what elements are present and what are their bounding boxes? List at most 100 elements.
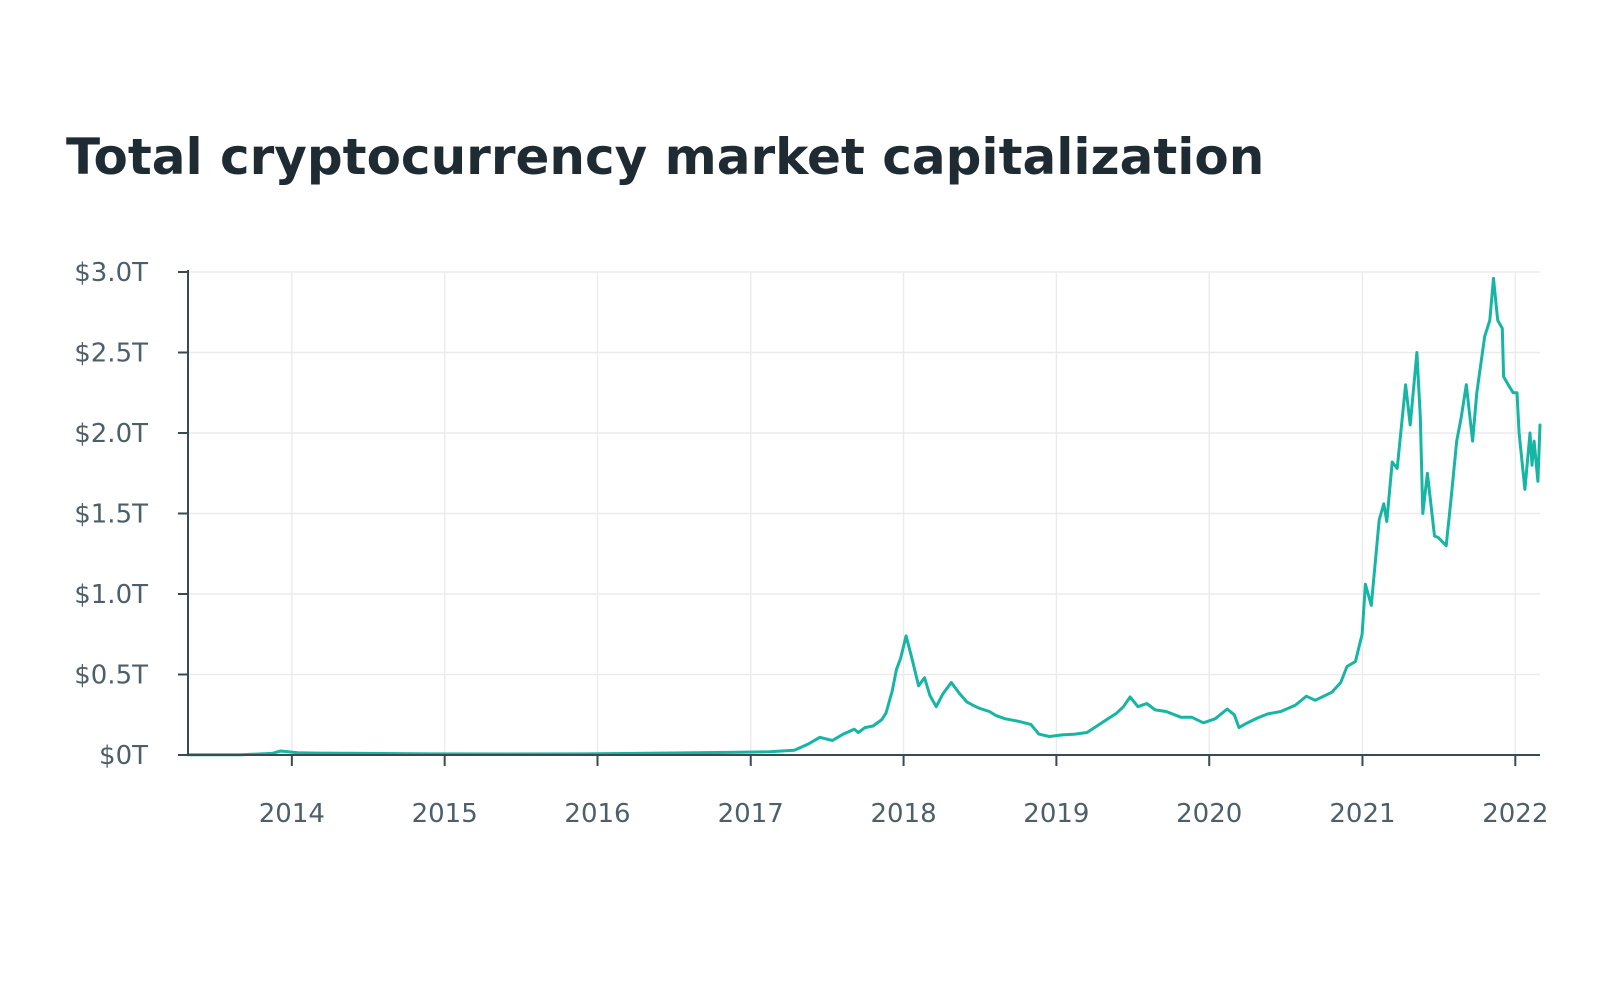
- data-point: [899, 657, 902, 660]
- data-point: [1364, 583, 1367, 586]
- data-point: [1129, 696, 1131, 698]
- data-point: [315, 752, 318, 754]
- data-point: [1492, 277, 1495, 280]
- data-point: [1226, 708, 1229, 710]
- y-tick-label: $2.5T: [74, 339, 148, 369]
- data-point: [1074, 733, 1077, 735]
- chart-title: Total cryptocurrency market capitalizati…: [66, 128, 1265, 186]
- data-point: [1305, 695, 1308, 698]
- x-tick-label: 2018: [870, 799, 936, 829]
- data-point: [917, 684, 920, 687]
- data-point: [1267, 713, 1269, 715]
- data-point: [1256, 717, 1259, 719]
- data-point: [880, 718, 883, 721]
- data-point: [935, 705, 938, 708]
- data-point: [872, 725, 874, 727]
- data-point: [1378, 519, 1381, 521]
- data-point: [1471, 440, 1474, 442]
- data-point: [857, 731, 860, 734]
- x-tick-label: 2021: [1329, 799, 1395, 829]
- data-point: [1426, 472, 1429, 475]
- y-tick-label: $2.0T: [74, 419, 148, 449]
- data-point: [296, 751, 299, 754]
- data-point: [768, 750, 771, 753]
- data-point: [1450, 496, 1453, 499]
- data-point: [1038, 733, 1040, 735]
- data-point: [978, 707, 981, 710]
- data-point: [1383, 503, 1385, 505]
- x-tick-label: 2020: [1176, 799, 1242, 829]
- data-point: [1094, 726, 1097, 728]
- data-point: [1455, 440, 1458, 442]
- data-point: [1048, 735, 1051, 738]
- data-point: [808, 742, 810, 745]
- data-point: [1179, 716, 1182, 718]
- data-point: [660, 752, 662, 754]
- data-point: [1445, 544, 1448, 547]
- data-point: [1280, 710, 1282, 713]
- data-point: [1370, 604, 1373, 607]
- data-point: [1488, 319, 1491, 322]
- data-point: [995, 714, 997, 717]
- data-point: [1061, 734, 1064, 736]
- data-point: [950, 681, 953, 684]
- y-tick-label: $1.5T: [74, 500, 148, 530]
- data-point: [891, 689, 894, 692]
- data-point: [1331, 691, 1333, 694]
- data-point: [1465, 383, 1468, 386]
- data-point: [1404, 383, 1407, 386]
- data-point: [1154, 709, 1157, 711]
- data-point: [1496, 319, 1499, 322]
- data-point: [1190, 716, 1193, 718]
- data-point: [1502, 375, 1505, 378]
- data-point: [1165, 710, 1167, 713]
- data-point: [1419, 416, 1422, 418]
- x-tick-label: 2019: [1023, 799, 1089, 829]
- x-tick-label: 2014: [259, 799, 325, 829]
- data-point: [1122, 705, 1125, 708]
- data-point: [885, 712, 887, 714]
- data-point: [1533, 440, 1535, 442]
- data-point: [279, 750, 282, 752]
- y-tick-label: $0.5T: [74, 661, 148, 691]
- data-point: [929, 694, 931, 697]
- data-point: [1115, 712, 1118, 714]
- x-tick-label: 2015: [412, 799, 478, 829]
- x-tick-label: 2016: [564, 799, 630, 829]
- data-point: [1507, 383, 1509, 386]
- data-point: [1531, 464, 1533, 467]
- grid-lines: [188, 271, 1540, 755]
- data-point: [1086, 731, 1088, 734]
- data-point: [1512, 391, 1515, 394]
- data-point: [1516, 391, 1518, 394]
- data-point: [1105, 718, 1108, 721]
- x-tick-label: 2022: [1482, 799, 1548, 829]
- data-point: [1346, 665, 1348, 668]
- data-point: [1294, 704, 1297, 706]
- data-point: [831, 739, 834, 742]
- data-point: [271, 752, 273, 755]
- y-tick-label: $3.0T: [74, 258, 148, 288]
- data-point: [819, 736, 821, 739]
- y-tick-label: $0T: [99, 741, 148, 771]
- data-point: [1501, 327, 1504, 330]
- data-point: [853, 728, 855, 731]
- y-tick-label: $1.0T: [74, 580, 148, 610]
- data-point: [1529, 432, 1531, 434]
- data-point: [905, 635, 907, 637]
- tick-labels: $0T $0.5T $1.0T $1.5T $2.0T $2.5T $3.0T 2014 201…: [74, 258, 1548, 829]
- data-point: [1017, 720, 1019, 722]
- data-point: [971, 704, 974, 706]
- x-tick-label: 2017: [718, 799, 784, 829]
- data-point: [958, 693, 961, 695]
- data-point: [1339, 681, 1342, 684]
- data-point: [793, 749, 796, 751]
- series-layer: [186, 276, 1542, 757]
- data-point: [1416, 351, 1418, 354]
- data-point: [1396, 467, 1399, 470]
- data-point: [1483, 335, 1486, 338]
- data-point: [1518, 432, 1520, 434]
- data-point: [1433, 535, 1436, 537]
- data-point: [1137, 705, 1139, 708]
